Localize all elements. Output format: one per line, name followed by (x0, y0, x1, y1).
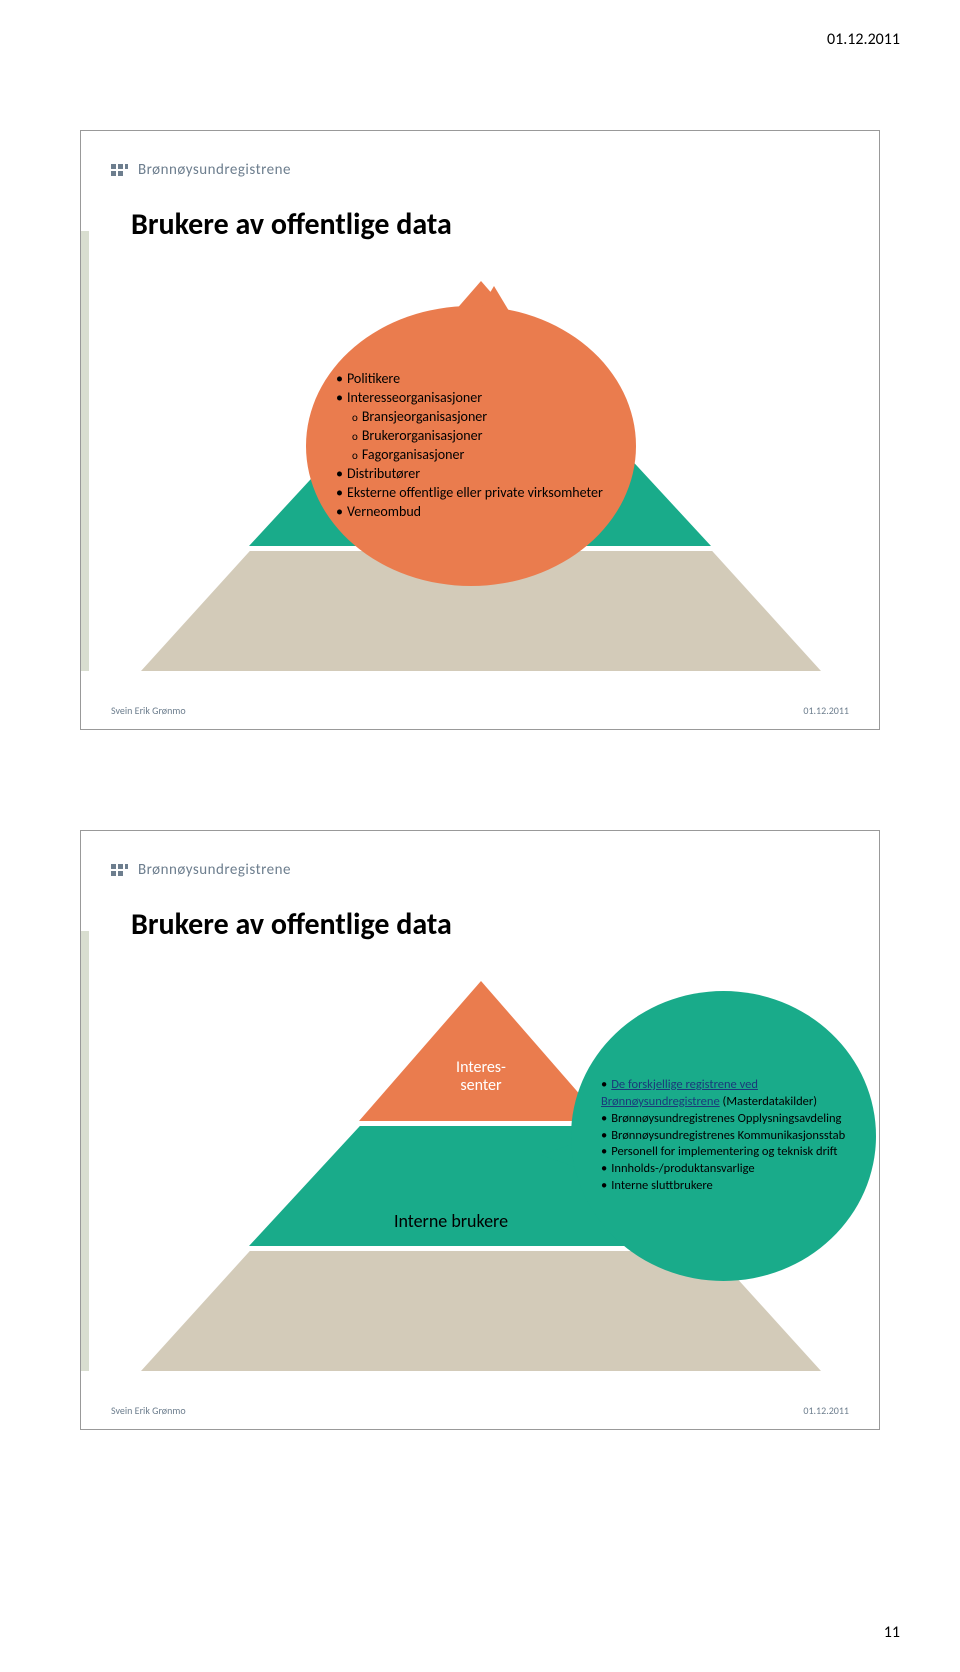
callout-item: Brønnøysundregistrenes Kommunikasjonssta… (601, 1128, 846, 1145)
slide-1: Brønnøysundregistrene Brukere av offentl… (80, 130, 880, 730)
brand-logo: Brønnøysundregistrene (111, 861, 291, 879)
pyramid-mid-label: Interne brukere (371, 1211, 531, 1232)
callout-item: Innholds-/produktansvarlige (601, 1161, 846, 1178)
callout-item: Interne sluttbrukere (601, 1178, 846, 1195)
brand-name: Brønnøysundregistrene (138, 161, 291, 179)
slide-footer-date: 01.12.2011 (803, 1404, 849, 1417)
slide-footer-date: 01.12.2011 (803, 704, 849, 717)
page-header-date: 01.12.2011 (827, 30, 900, 49)
logo-mark-icon (111, 864, 130, 876)
pyramid-layer-1 (359, 981, 603, 1121)
callout-item: Politikere (336, 370, 606, 389)
callout-item: Personell for implementering og teknisk … (601, 1144, 846, 1161)
callout-list: Politikere Interesseorganisasjoner Brans… (336, 370, 606, 521)
brand-name: Brønnøysundregistrene (138, 861, 291, 879)
decorative-side-bar (81, 931, 89, 1371)
callout-item: Verneombud (336, 503, 606, 522)
callout-item: Interesseorganisasjoner (336, 389, 606, 408)
callout-item: De forskjellige registrene ved Brønnøysu… (601, 1077, 846, 1111)
callout-item: Distributører (336, 465, 606, 484)
brand-logo: Brønnøysundregistrene (111, 161, 291, 179)
slide-footer-author: Svein Erik Grønmo (111, 1404, 186, 1417)
callout-item-sub: Brukerorganisasjoner (336, 427, 606, 446)
callout-bubble: Politikere Interesseorganisasjoner Brans… (306, 306, 636, 586)
callout-item: Brønnøysundregistrenes Opplysningsavdeli… (601, 1111, 846, 1128)
callout-bubble: De forskjellige registrene ved Brønnøysu… (571, 991, 876, 1281)
callout-item-sub: Fagorganisasjoner (336, 446, 606, 465)
page-number: 11 (884, 1623, 900, 1642)
slide-footer-author: Svein Erik Grønmo (111, 704, 186, 717)
pyramid-top-label: Interes-senter (441, 1059, 521, 1096)
callout-item-sub: Bransjeorganisasjoner (336, 408, 606, 427)
logo-mark-icon (111, 164, 130, 176)
decorative-side-bar (81, 231, 89, 671)
callout-list: De forskjellige registrene ved Brønnøysu… (601, 1077, 846, 1195)
slide-2: Brønnøysundregistrene Brukere av offentl… (80, 830, 880, 1430)
slide-title: Brukere av offentlige data (131, 906, 452, 943)
slide-title: Brukere av offentlige data (131, 206, 452, 243)
callout-item: Eksterne offentlige eller private virkso… (336, 484, 606, 503)
